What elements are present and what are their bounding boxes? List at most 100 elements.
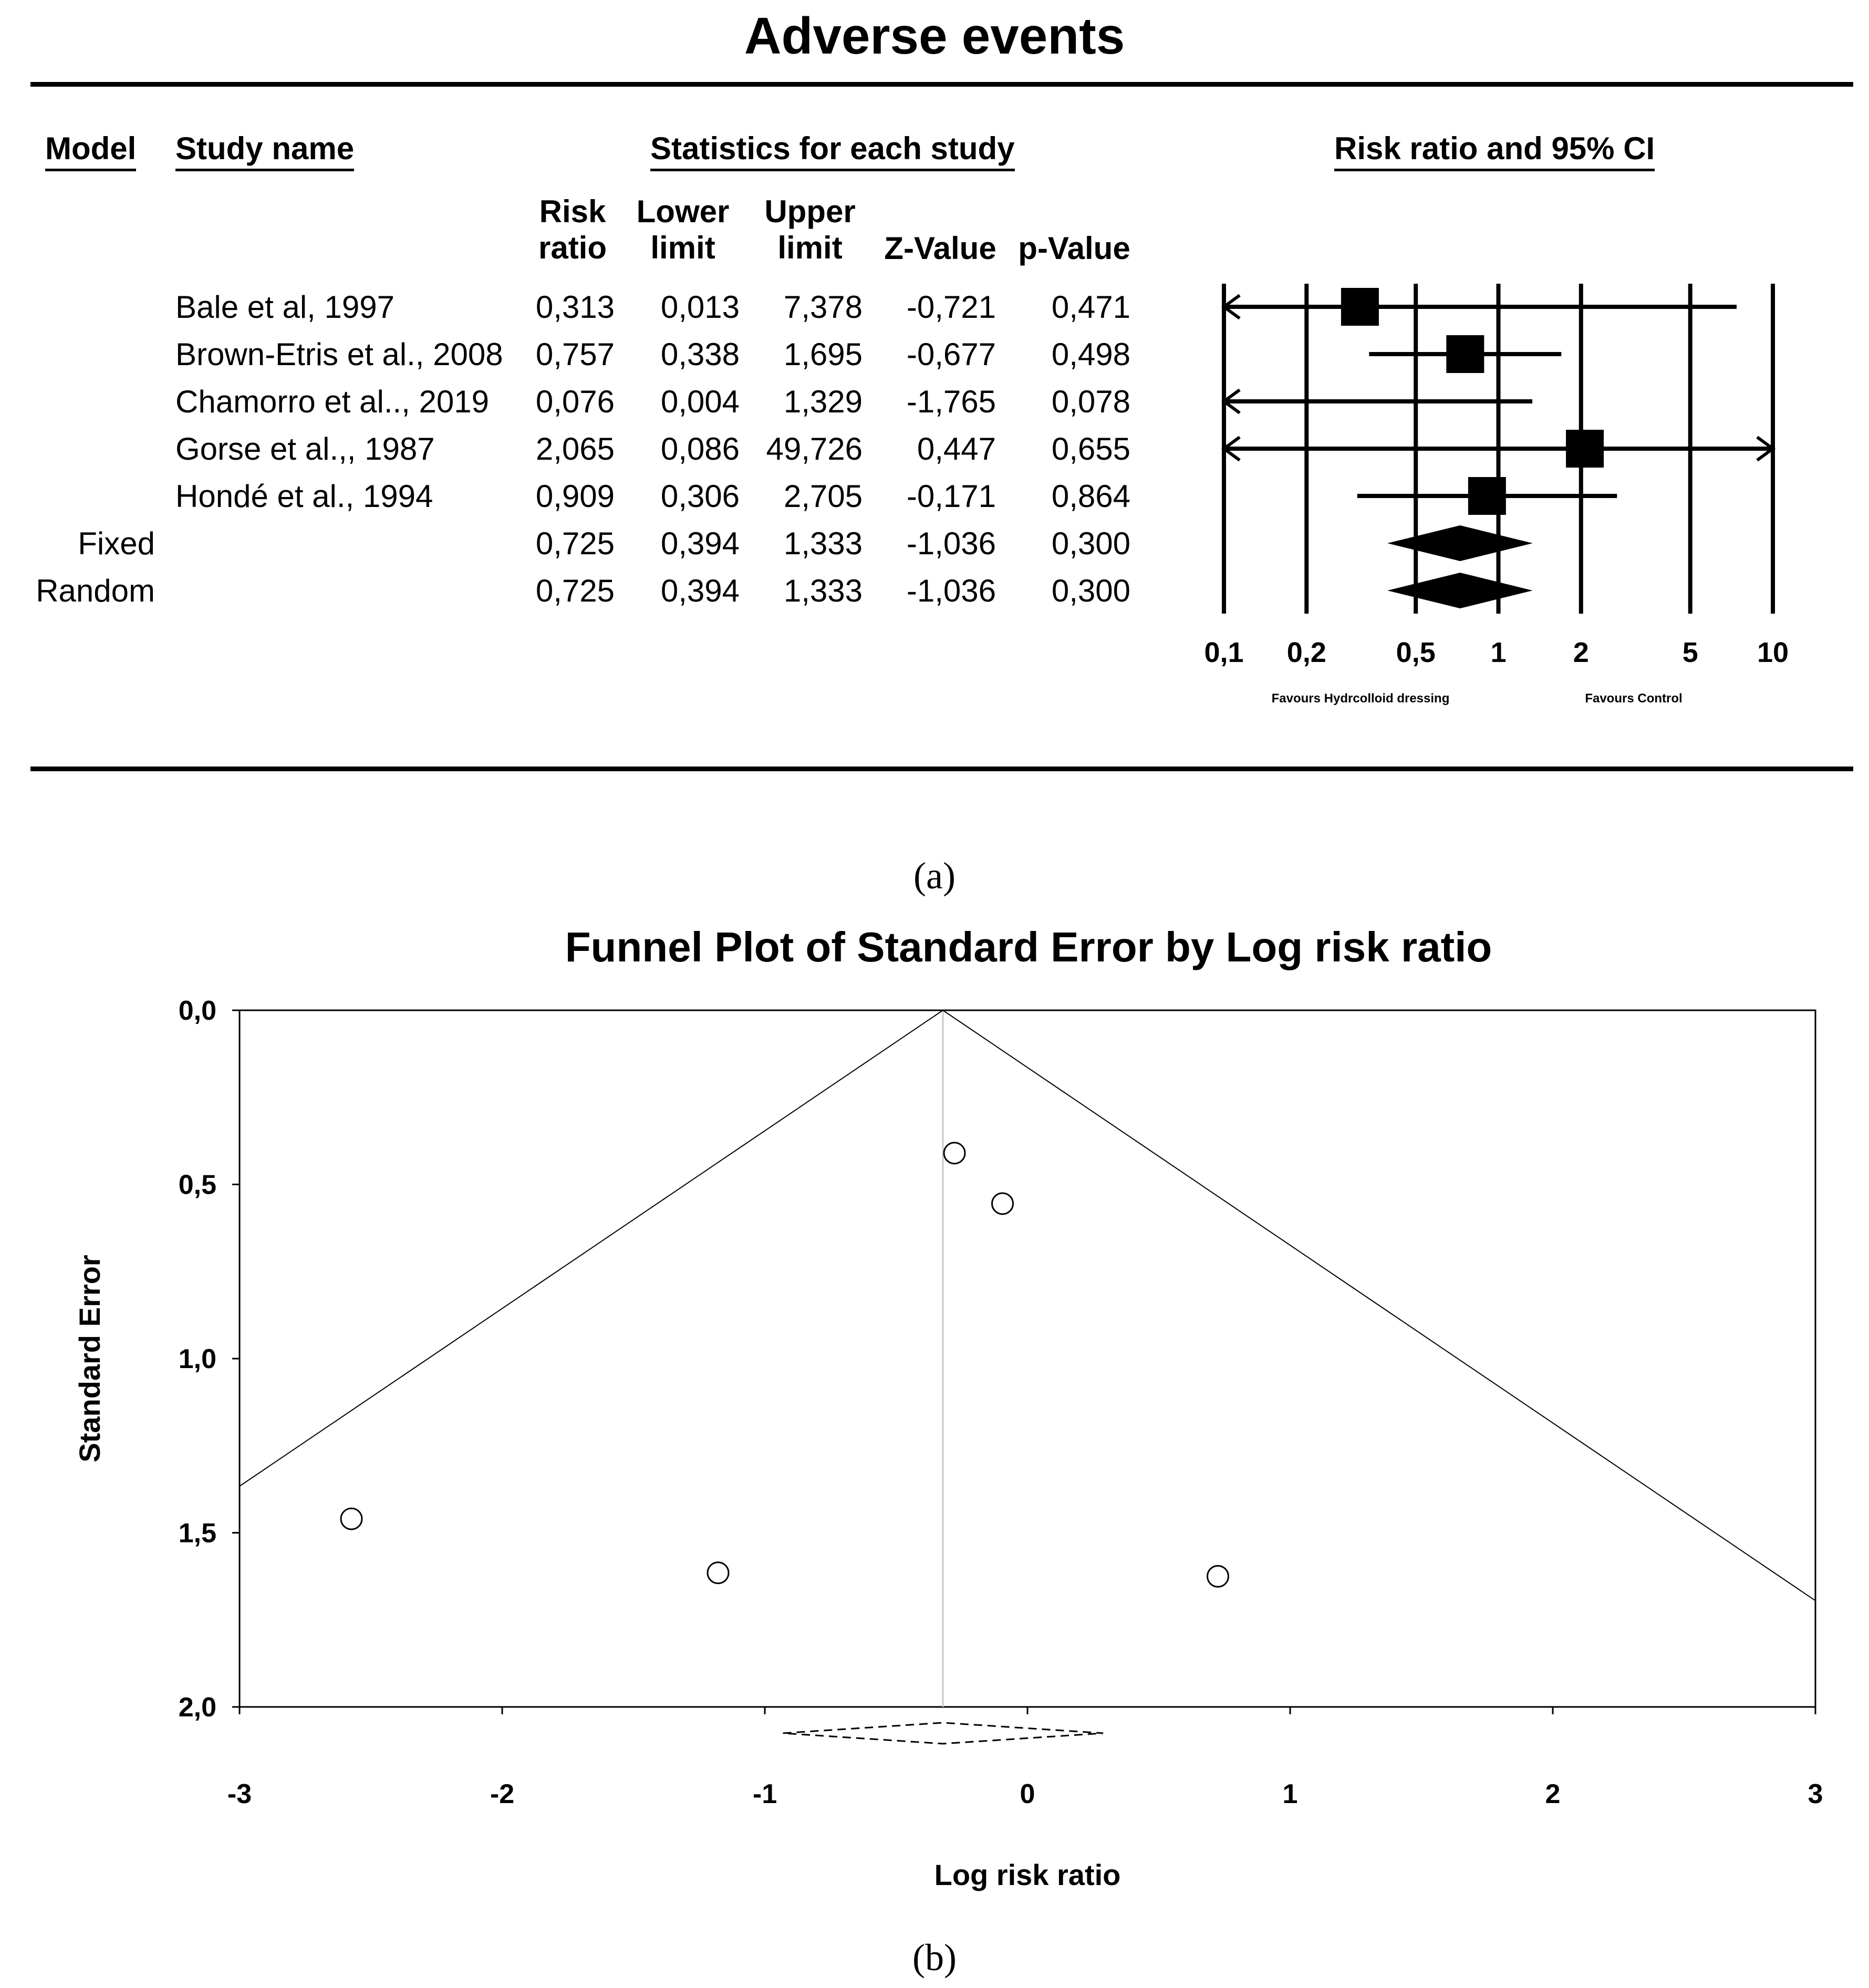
table-row: Gorse et al.,, 1987 2,065 0,086 49,726 0… <box>0 431 1156 478</box>
funnel-y-tick-label: 0,0 <box>179 996 216 1026</box>
forest-tick-label: 0,5 <box>1396 637 1436 668</box>
p-value: 0,300 <box>1051 573 1130 608</box>
p-value: 0,078 <box>1051 384 1130 419</box>
z-value: -0,677 <box>906 337 996 372</box>
lower-limit-value: 0,306 <box>660 479 740 514</box>
upper-limit-value: 1,329 <box>783 384 863 419</box>
forest-point-estimate <box>1341 288 1379 326</box>
z-value: -1,036 <box>906 526 996 561</box>
funnel-x-tick-label: 1 <box>1283 1779 1298 1809</box>
p-value: 0,498 <box>1051 337 1130 372</box>
caption-b: (b) <box>912 1937 957 1979</box>
forest-ci-arrow-left <box>1221 294 1241 320</box>
forest-tick-label: 0,2 <box>1287 637 1326 668</box>
table-row: Chamorro et al.., 2019 0,076 0,004 1,329… <box>0 384 1156 431</box>
study-name: Gorse et al.,, 1987 <box>175 431 435 467</box>
lower-limit-value: 0,338 <box>660 337 740 372</box>
forest-point-estimate <box>1566 430 1604 468</box>
study-name: Chamorro et al.., 2019 <box>175 384 489 419</box>
upper-limit-value: 2,705 <box>783 479 863 514</box>
favours-left-label: Favours Hydrcolloid dressing <box>1271 691 1450 706</box>
risk-ratio-value: 0,725 <box>535 526 615 561</box>
lower-limit-value: 0,013 <box>660 289 740 325</box>
forest-ci-arrow-left <box>1221 436 1241 462</box>
z-value: -1,036 <box>906 573 996 608</box>
model-label: Random <box>36 573 155 608</box>
risk-ratio-value: 0,909 <box>535 479 615 514</box>
risk-ratio-value: 2,065 <box>535 431 615 467</box>
caption-a: (a) <box>913 855 956 897</box>
model-label: Fixed <box>78 526 155 561</box>
funnel-study-point <box>340 1507 363 1530</box>
forest-point-estimate <box>1468 477 1506 515</box>
forest-ci-arrow-right <box>1756 436 1776 462</box>
table-row-fixed: Fixed 0,725 0,394 1,333 -1,036 0,300 <box>0 525 1156 573</box>
p-value: 0,471 <box>1051 289 1130 325</box>
risk-ratio-value: 0,076 <box>535 384 615 419</box>
favours-right-label: Favours Control <box>1585 691 1683 706</box>
forest-tick-label: 10 <box>1757 637 1789 668</box>
p-value: 0,300 <box>1051 526 1130 561</box>
upper-limit-value: 7,378 <box>783 289 863 325</box>
study-name: Bale et al, 1997 <box>175 289 394 325</box>
bottom-rule <box>30 767 1853 771</box>
funnel-y-tick-label: 0,5 <box>179 1170 216 1200</box>
funnel-plot: Funnel Plot of Standard Error by Log ris… <box>73 924 1823 1891</box>
col-header-risk-ratio: Risk ratio <box>538 194 607 265</box>
upper-limit-value: 1,333 <box>783 526 863 561</box>
funnel-x-tick-label: 0 <box>1020 1779 1035 1809</box>
study-name: Hondé et al., 1994 <box>175 479 433 514</box>
funnel-x-tick-label: 2 <box>1545 1779 1561 1809</box>
top-rule <box>30 82 1853 87</box>
upper-limit-value: 49,726 <box>766 431 863 467</box>
forest-pooled-diamond <box>1387 573 1533 608</box>
table-row: Bale et al, 1997 0,313 0,013 7,378 -0,72… <box>0 289 1156 336</box>
upper-limit-value: 1,695 <box>783 337 863 372</box>
forest-title: Adverse events <box>744 7 1125 65</box>
funnel-x-tick-label: -3 <box>227 1779 252 1809</box>
table-row: Hondé et al., 1994 0,909 0,306 2,705 -0,… <box>0 478 1156 525</box>
forest-tick-label: 0,1 <box>1204 637 1243 668</box>
funnel-x-axis-label: Log risk ratio <box>934 1858 1121 1891</box>
z-value: -1,765 <box>906 384 996 419</box>
table-row: Brown-Etris et al., 2008 0,757 0,338 1,6… <box>0 336 1156 384</box>
col-header-stats-group: Statistics for each study <box>650 130 1015 171</box>
col-header-study-name: Study name <box>175 130 355 171</box>
z-value: 0,447 <box>917 431 996 467</box>
forest-pooled-diamond <box>1387 525 1533 561</box>
funnel-title: Funnel Plot of Standard Error by Log ris… <box>565 924 1492 970</box>
table-row-random: Random 0,725 0,394 1,333 -1,036 0,300 <box>0 573 1156 620</box>
funnel-y-axis-label: Standard Error <box>73 1255 106 1462</box>
funnel-study-point <box>943 1142 966 1165</box>
p-value: 0,864 <box>1051 479 1130 514</box>
forest-point-estimate <box>1446 335 1484 373</box>
funnel-study-point <box>1207 1565 1229 1588</box>
funnel-y-tick-label: 1,0 <box>179 1344 216 1374</box>
z-value: -0,721 <box>906 289 996 325</box>
col-header-lower-limit: Lower limit <box>636 194 730 265</box>
funnel-limit-left <box>239 1010 943 1487</box>
lower-limit-value: 0,394 <box>660 526 740 561</box>
col-header-upper-limit: Upper limit <box>764 194 856 265</box>
upper-limit-value: 1,333 <box>783 573 863 608</box>
risk-ratio-value: 0,313 <box>535 289 615 325</box>
funnel-study-point <box>707 1561 730 1585</box>
risk-ratio-value: 0,725 <box>535 573 615 608</box>
forest-tick-label: 2 <box>1573 637 1589 668</box>
forest-plot: 0,1 0,2 0,5 1 2 5 10 <box>1204 284 1789 668</box>
funnel-x-tick-label: -2 <box>490 1779 514 1809</box>
col-header-p-value: p-Value <box>1018 231 1130 266</box>
funnel-limit-right <box>942 1010 1816 1601</box>
col-header-plot-group: Risk ratio and 95% CI <box>1334 130 1655 171</box>
funnel-y-tick-label: 2,0 <box>179 1692 216 1723</box>
funnel-x-tick-label: 3 <box>1808 1779 1823 1809</box>
funnel-study-point <box>991 1192 1014 1215</box>
funnel-y-tick-label: 1,5 <box>179 1518 216 1549</box>
z-value: -0,171 <box>906 479 996 514</box>
forest-ci-arrow-left <box>1221 388 1241 415</box>
col-header-model: Model <box>45 130 137 171</box>
risk-ratio-value: 0,757 <box>535 337 615 372</box>
p-value: 0,655 <box>1051 431 1130 467</box>
funnel-x-tick-label: -1 <box>753 1779 777 1809</box>
lower-limit-value: 0,086 <box>660 431 740 467</box>
